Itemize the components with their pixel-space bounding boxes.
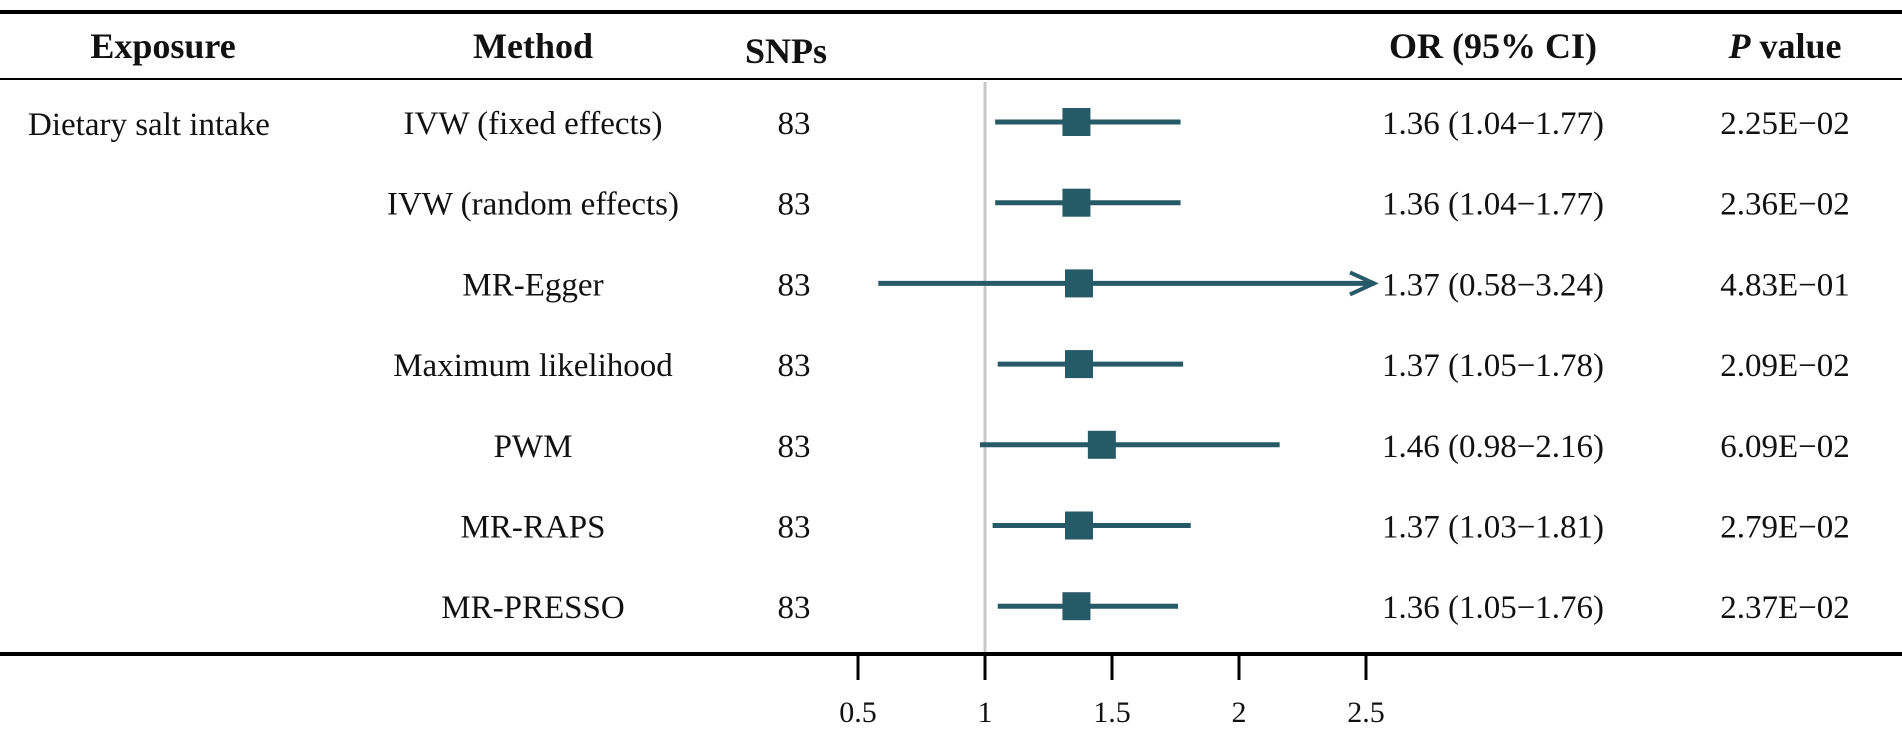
snps-value: 83 bbox=[778, 510, 811, 546]
header-snps: SNPs bbox=[745, 31, 827, 71]
point-estimate bbox=[1064, 511, 1093, 540]
snps-value: 83 bbox=[778, 348, 811, 384]
exposure-label: Dietary salt intake bbox=[28, 107, 270, 143]
snps-value: 83 bbox=[778, 187, 811, 223]
header-or-ci: OR (95% CI) bbox=[1389, 26, 1597, 66]
header-method: Method bbox=[473, 26, 593, 66]
x-tick-label: 0.5 bbox=[839, 696, 877, 729]
point-estimate bbox=[1087, 430, 1116, 459]
p-value: 4.83E−01 bbox=[1720, 267, 1850, 303]
snps-value: 83 bbox=[778, 267, 811, 303]
or-ci-value: 1.36 (1.05−1.76) bbox=[1382, 590, 1604, 626]
point-estimate bbox=[1062, 592, 1091, 621]
ci-arrow bbox=[1349, 270, 1379, 297]
x-tick-label: 1.5 bbox=[1093, 696, 1131, 729]
header-p-value: P value bbox=[1727, 26, 1841, 66]
method-label: IVW (random effects) bbox=[387, 187, 679, 223]
p-value: 2.09E−02 bbox=[1720, 348, 1850, 384]
or-ci-value: 1.36 (1.04−1.77) bbox=[1382, 106, 1604, 142]
point-estimate bbox=[1064, 350, 1093, 379]
p-value: 6.09E−02 bbox=[1720, 429, 1850, 465]
method-label: PWM bbox=[494, 429, 573, 465]
point-estimate bbox=[1062, 108, 1091, 136]
or-ci-value: 1.37 (1.05−1.78) bbox=[1382, 348, 1604, 384]
point-estimate bbox=[1062, 188, 1091, 217]
p-value: 2.25E−02 bbox=[1720, 106, 1850, 142]
x-tick-label: 2.5 bbox=[1347, 696, 1385, 729]
or-ci-value: 1.36 (1.04−1.77) bbox=[1382, 187, 1604, 223]
x-axis: 0.5 1 1.5 2 2.5 bbox=[839, 656, 1385, 729]
point-estimate bbox=[1064, 269, 1093, 298]
x-tick-label: 2 bbox=[1232, 696, 1247, 729]
or-ci-value: 1.37 (0.58−3.24) bbox=[1382, 267, 1604, 303]
snps-value: 83 bbox=[778, 106, 811, 142]
or-ci-value: 1.37 (1.03−1.81) bbox=[1382, 510, 1604, 546]
method-label: Maximum likelihood bbox=[393, 348, 673, 384]
p-value: 2.36E−02 bbox=[1720, 187, 1850, 223]
x-tick-label: 1 bbox=[978, 696, 993, 729]
or-ci-value: 1.46 (0.98−2.16) bbox=[1382, 429, 1604, 465]
method-label: IVW (fixed effects) bbox=[404, 106, 663, 142]
p-value: 2.79E−02 bbox=[1720, 510, 1850, 546]
method-label: MR-RAPS bbox=[461, 510, 606, 546]
method-label: MR-PRESSO bbox=[441, 590, 624, 626]
header-p-italic: P bbox=[1727, 26, 1751, 66]
data-rows: IVW (fixed effects) 83 1.36 (1.04−1.77) 2.2… bbox=[387, 106, 1850, 626]
header-p-rest: value bbox=[1750, 26, 1841, 66]
method-label: MR-Egger bbox=[462, 267, 603, 303]
p-value: 2.37E−02 bbox=[1720, 590, 1850, 626]
snps-value: 83 bbox=[778, 590, 811, 626]
header-exposure: Exposure bbox=[90, 26, 235, 66]
snps-value: 83 bbox=[778, 429, 811, 465]
